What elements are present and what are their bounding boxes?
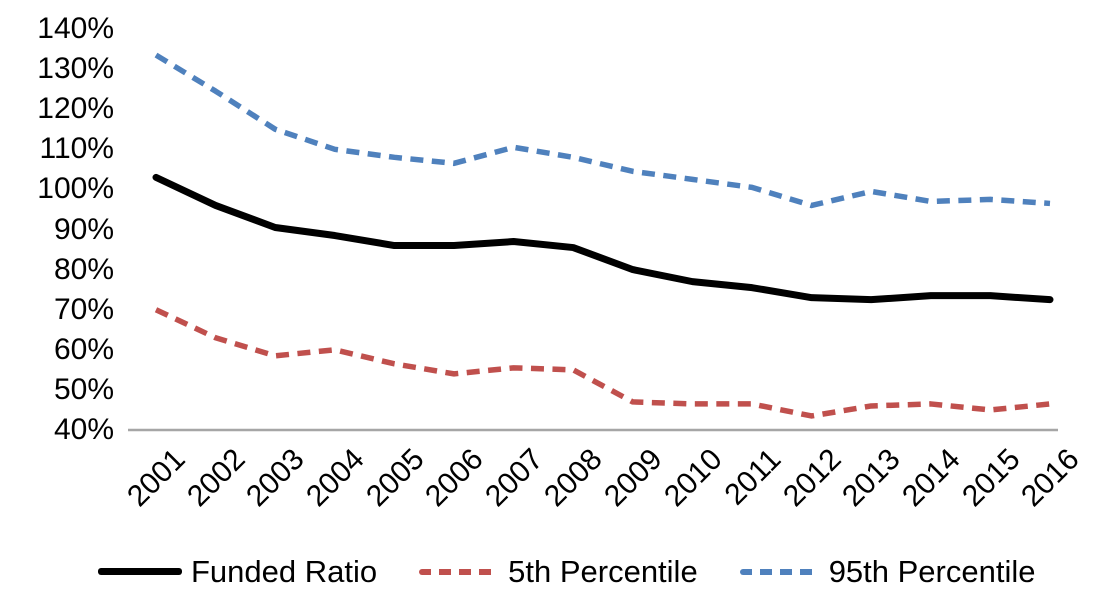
y-tick-label: 130% — [37, 52, 114, 86]
fifth-percentile-line-swatch — [419, 568, 500, 575]
y-tick-label: 80% — [53, 252, 114, 286]
legend-label-funded-ratio: Funded Ratio — [191, 554, 378, 589]
y-tick-label: 60% — [53, 332, 114, 366]
legend-item-5th-percentile: 5th Percentile — [419, 556, 698, 587]
y-tick-label: 50% — [53, 372, 114, 406]
5th-percentile-line — [154, 307, 1051, 419]
legend-label-95th-percentile: 95th Percentile — [828, 554, 1036, 589]
legend-item-95th-percentile: 95th Percentile — [739, 554, 1036, 589]
y-tick-label: 120% — [37, 92, 114, 126]
y-tick-label: 90% — [53, 212, 114, 246]
y-tick-label: 100% — [37, 172, 114, 206]
y-tick-label: 140% — [37, 12, 114, 45]
legend-label-5th-percentile: 5th Percentile — [508, 554, 698, 589]
legend: Funded Ratio 5th Percentile 95th Percent… — [98, 556, 1036, 587]
ninety-fifth-percentile-line-swatch — [739, 568, 820, 575]
95th-percentile-line — [154, 52, 1051, 209]
y-tick-label: 70% — [53, 292, 114, 326]
y-tick-label: 40% — [53, 413, 114, 446]
legend-item-funded-ratio: Funded Ratio — [98, 556, 377, 587]
funded-ratio-line — [152, 173, 1054, 304]
funded-ratio-line-swatch — [98, 568, 182, 575]
y-tick-label: 110% — [39, 132, 114, 166]
